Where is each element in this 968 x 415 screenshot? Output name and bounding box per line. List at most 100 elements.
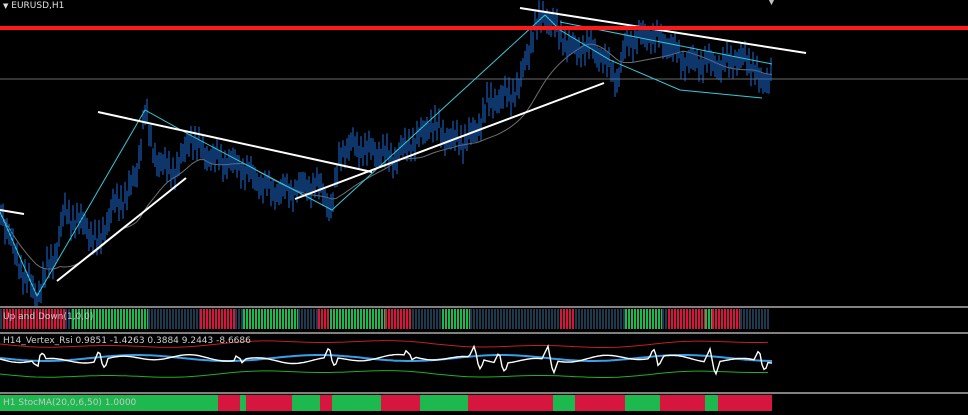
trend-line: [0, 209, 25, 215]
pane-separator[interactable]: [0, 306, 968, 308]
updown-bar: [575, 309, 577, 329]
updown-bar: [668, 309, 670, 329]
updown-bar: [397, 309, 399, 329]
trend-line: [97, 111, 373, 173]
pane-separator[interactable]: [0, 392, 968, 394]
vertex-rsi-indicator-label: H14_Vertex_Rsi 0.9851 -1.4263 0.3884 9.2…: [3, 336, 251, 346]
updown-bar: [102, 309, 104, 329]
updown-bar: [686, 309, 688, 329]
vertex-rsi-pane: H14_Vertex_Rsi 0.9851 -1.4263 0.3884 9.2…: [0, 334, 968, 392]
updown-bar: [241, 309, 243, 329]
trend-line: [519, 7, 807, 54]
moving-average-line: [0, 43, 773, 270]
updown-bar: [105, 309, 107, 329]
stocma-indicator-label: H1 StocMA(20,0,6,50) 1.0000: [3, 398, 137, 408]
updown-bar: [430, 309, 432, 329]
updown-bar: [99, 309, 101, 329]
updown-bar: [282, 309, 284, 329]
updown-bar: [479, 309, 481, 329]
updown-bar: [442, 309, 444, 329]
updown-bar: [117, 309, 119, 329]
updown-bar: [503, 309, 505, 329]
symbol-title: ▼ EURUSD,H1: [3, 1, 64, 11]
updown-bar: [652, 309, 654, 329]
updown-bar: [215, 309, 217, 329]
updown-bar: [491, 309, 493, 329]
updown-bar: [369, 309, 371, 329]
updown-bar: [276, 309, 278, 329]
updown-bar: [665, 309, 667, 329]
updown-bar: [412, 309, 414, 329]
updown-bar: [572, 309, 574, 329]
updown-bar: [391, 309, 393, 329]
updown-bar: [294, 309, 296, 329]
updown-bar: [611, 309, 613, 329]
updown-bar: [415, 309, 417, 329]
stocma-bar: [320, 395, 332, 411]
rsi-lower-band: [0, 370, 769, 378]
updown-bar: [310, 309, 312, 329]
updown-bar: [445, 309, 447, 329]
dropdown-triangle-icon[interactable]: ▼: [3, 2, 9, 10]
updown-bar: [730, 309, 732, 329]
trend-line: [56, 177, 187, 282]
updown-bar: [203, 309, 205, 329]
updown-bar: [637, 309, 639, 329]
updown-bar: [623, 309, 625, 329]
updown-bar: [65, 309, 67, 329]
updown-bar: [403, 309, 405, 329]
updown-bar: [166, 309, 168, 329]
updown-bar: [658, 309, 660, 329]
stocma-bar: [575, 395, 625, 411]
updown-bar: [57, 309, 59, 329]
updown-bar: [123, 309, 125, 329]
updown-bar: [230, 309, 232, 329]
updown-bar: [68, 309, 70, 329]
updown-bar: [500, 309, 502, 329]
stocma-bar: [381, 395, 420, 411]
updown-bar: [54, 309, 56, 329]
updown-bar: [96, 309, 98, 329]
updown-bar: [351, 309, 353, 329]
vertex-rsi-plot: [0, 340, 773, 378]
price-chart-pane[interactable]: ▼ EURUSD,H1 ▼: [0, 0, 968, 311]
updown-bar: [695, 309, 697, 329]
updown-bar: [752, 309, 754, 329]
updown-bar: [141, 309, 143, 329]
updown-bar: [512, 309, 514, 329]
updown-bar: [273, 309, 275, 329]
updown-bar: [649, 309, 651, 329]
updown-bar: [138, 309, 140, 329]
updown-bar: [354, 309, 356, 329]
updown-bar: [683, 309, 685, 329]
updown-bar: [692, 309, 694, 329]
updown-bar: [724, 309, 726, 329]
updown-bar: [30, 309, 32, 329]
pane-separator[interactable]: [0, 332, 968, 334]
updown-bar: [261, 309, 263, 329]
stocma-bar: [240, 395, 246, 411]
updown-bar: [530, 309, 532, 329]
updown-bar: [628, 309, 630, 329]
rsi-upper-band: [0, 340, 769, 348]
updown-bar: [366, 309, 368, 329]
updown-bar: [172, 309, 174, 329]
updown-bar: [18, 309, 20, 329]
updown-bar: [755, 309, 757, 329]
updown-bar: [175, 309, 177, 329]
updown-bar: [129, 309, 131, 329]
updown-bar: [655, 309, 657, 329]
updown-bar: [381, 309, 383, 329]
rsi-signal-line: [0, 354, 772, 362]
updown-bar: [596, 309, 598, 329]
updown-bar: [378, 309, 380, 329]
updown-bar: [357, 309, 359, 329]
updown-bar: [488, 309, 490, 329]
updown-bar: [51, 309, 53, 329]
chart-shift-marker-icon: ▼: [768, 0, 775, 7]
updown-bar: [24, 309, 26, 329]
updown-bar: [288, 309, 290, 329]
updown-bar: [406, 309, 408, 329]
updown-bar: [42, 309, 44, 329]
updown-bar: [235, 309, 237, 329]
